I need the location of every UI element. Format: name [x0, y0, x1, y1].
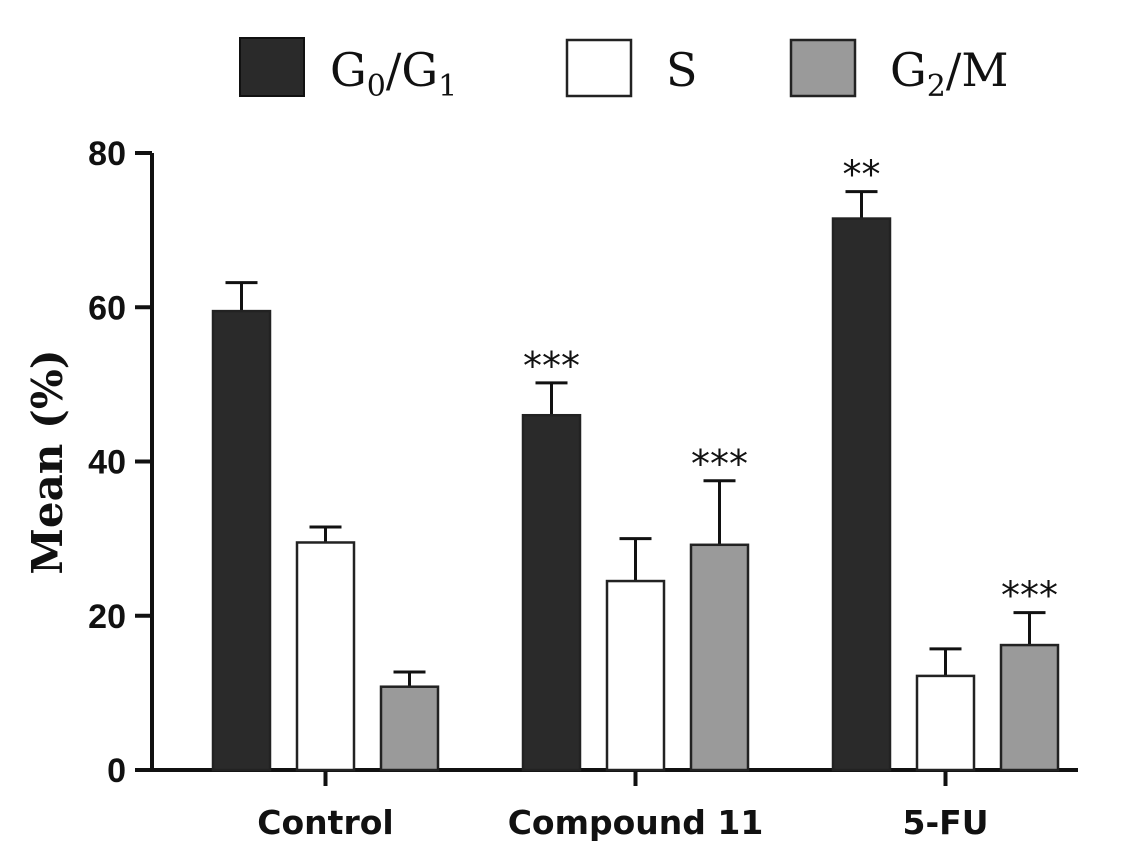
bar-G2/M-Compound 11 [689, 543, 750, 772]
bar-G0/G1-Compound 11 [521, 413, 582, 772]
bar-S-Compound 11 [605, 579, 666, 772]
y-tick-label: 80 [88, 135, 126, 173]
significance-G0/G1-Compound 11: *** [523, 344, 580, 388]
bar-S-5-FU [915, 674, 976, 772]
legend-swatch-s [565, 38, 633, 98]
bar-G0/G1-5-FU [831, 217, 892, 772]
x-tick-label: 5-FU [903, 803, 989, 842]
y-tick-label: 60 [88, 289, 126, 327]
bar-G0/G1-Control [211, 309, 272, 772]
bars: *********** [211, 153, 1060, 772]
legend-item-s: S [565, 38, 698, 98]
legend-label-g2m: G2/M [890, 43, 1008, 104]
y-tick-label: 0 [107, 752, 126, 790]
y-axis-ticks: 0 20 40 60 80 [88, 135, 152, 790]
x-tick-label: Control [257, 803, 393, 842]
y-tick-label: 20 [88, 598, 126, 636]
legend-item-g2m: G2/M [789, 38, 1008, 104]
significance-G0/G1-5-FU: ** [843, 153, 881, 197]
bar-G2/M-5-FU [999, 643, 1060, 772]
bar-G2/M-Control [379, 685, 440, 772]
legend-item-g0g1: G0/G1 [239, 37, 457, 104]
x-tick-label: Compound 11 [508, 803, 764, 842]
significance-G2/M-Compound 11: *** [691, 442, 748, 486]
legend-swatch-g0g1 [239, 37, 305, 97]
legend: G0/G1 S G2/M [239, 37, 1008, 104]
legend-swatch-g2m [789, 38, 857, 98]
x-axis-ticks: Control Compound 11 5-FU [257, 770, 989, 842]
significance-G2/M-5-FU: *** [1001, 574, 1058, 618]
legend-label-g0g1: G0/G1 [330, 43, 457, 104]
y-axis-label: Mean (%) [23, 349, 72, 574]
bar-S-Control [295, 541, 356, 772]
legend-label-s: S [666, 43, 698, 97]
y-tick-label: 40 [88, 444, 126, 482]
